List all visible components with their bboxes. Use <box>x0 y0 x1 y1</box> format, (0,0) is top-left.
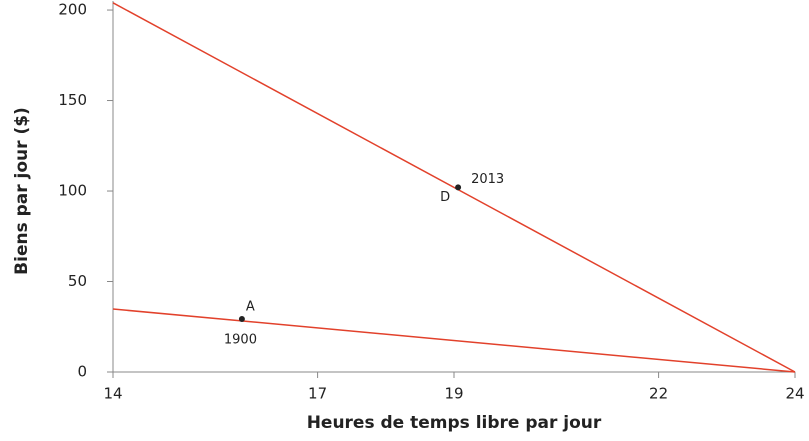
x-tick-label: 17 <box>308 385 327 403</box>
y-tick-label: 0 <box>77 363 87 381</box>
budget-line <box>112 2 796 373</box>
point <box>238 315 245 322</box>
x-tick-label: 19 <box>444 385 463 403</box>
point <box>455 184 462 191</box>
budget-line <box>112 308 796 373</box>
y-axis-title: Biens par jour ($) <box>12 107 32 275</box>
y-tick-label: 100 <box>58 182 87 200</box>
point-year: 2013 <box>471 172 504 187</box>
y-tick-label: 50 <box>68 272 87 290</box>
y-tick-label: 200 <box>58 1 87 19</box>
x-tick-label: 22 <box>649 385 668 403</box>
x-tick-label: 14 <box>103 385 122 403</box>
point-year: 1900 <box>224 332 257 347</box>
x-tick-label: 24 <box>785 385 804 403</box>
point-label: D <box>440 190 450 205</box>
x-axis-title: Heures de temps libre par jour <box>307 413 602 433</box>
y-tick-label: 150 <box>58 91 87 109</box>
point-label: A <box>246 299 255 314</box>
